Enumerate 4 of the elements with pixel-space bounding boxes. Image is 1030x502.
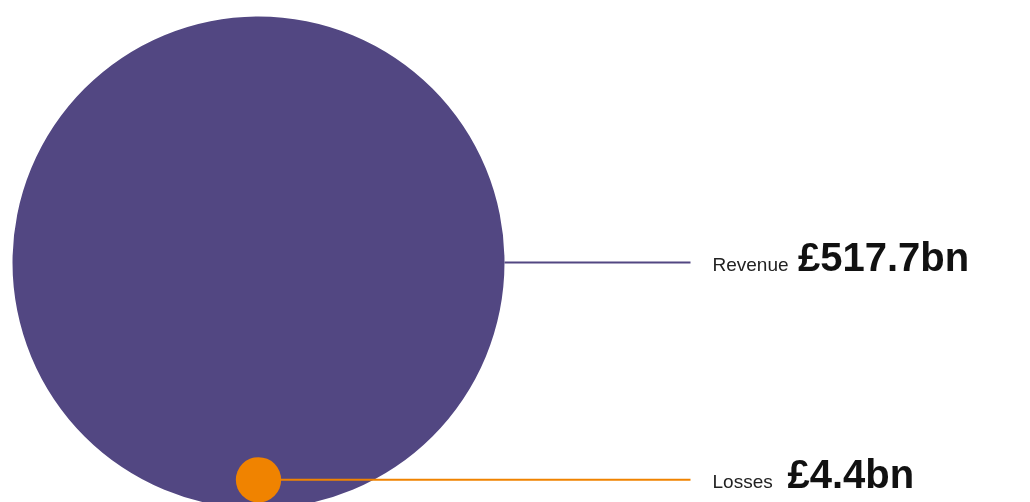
category-label: Revenue — [712, 254, 789, 275]
data-label: £4.4bn — [787, 451, 915, 496]
category-label: Losses — [712, 471, 773, 493]
data-label: £517.7bn — [798, 234, 970, 279]
